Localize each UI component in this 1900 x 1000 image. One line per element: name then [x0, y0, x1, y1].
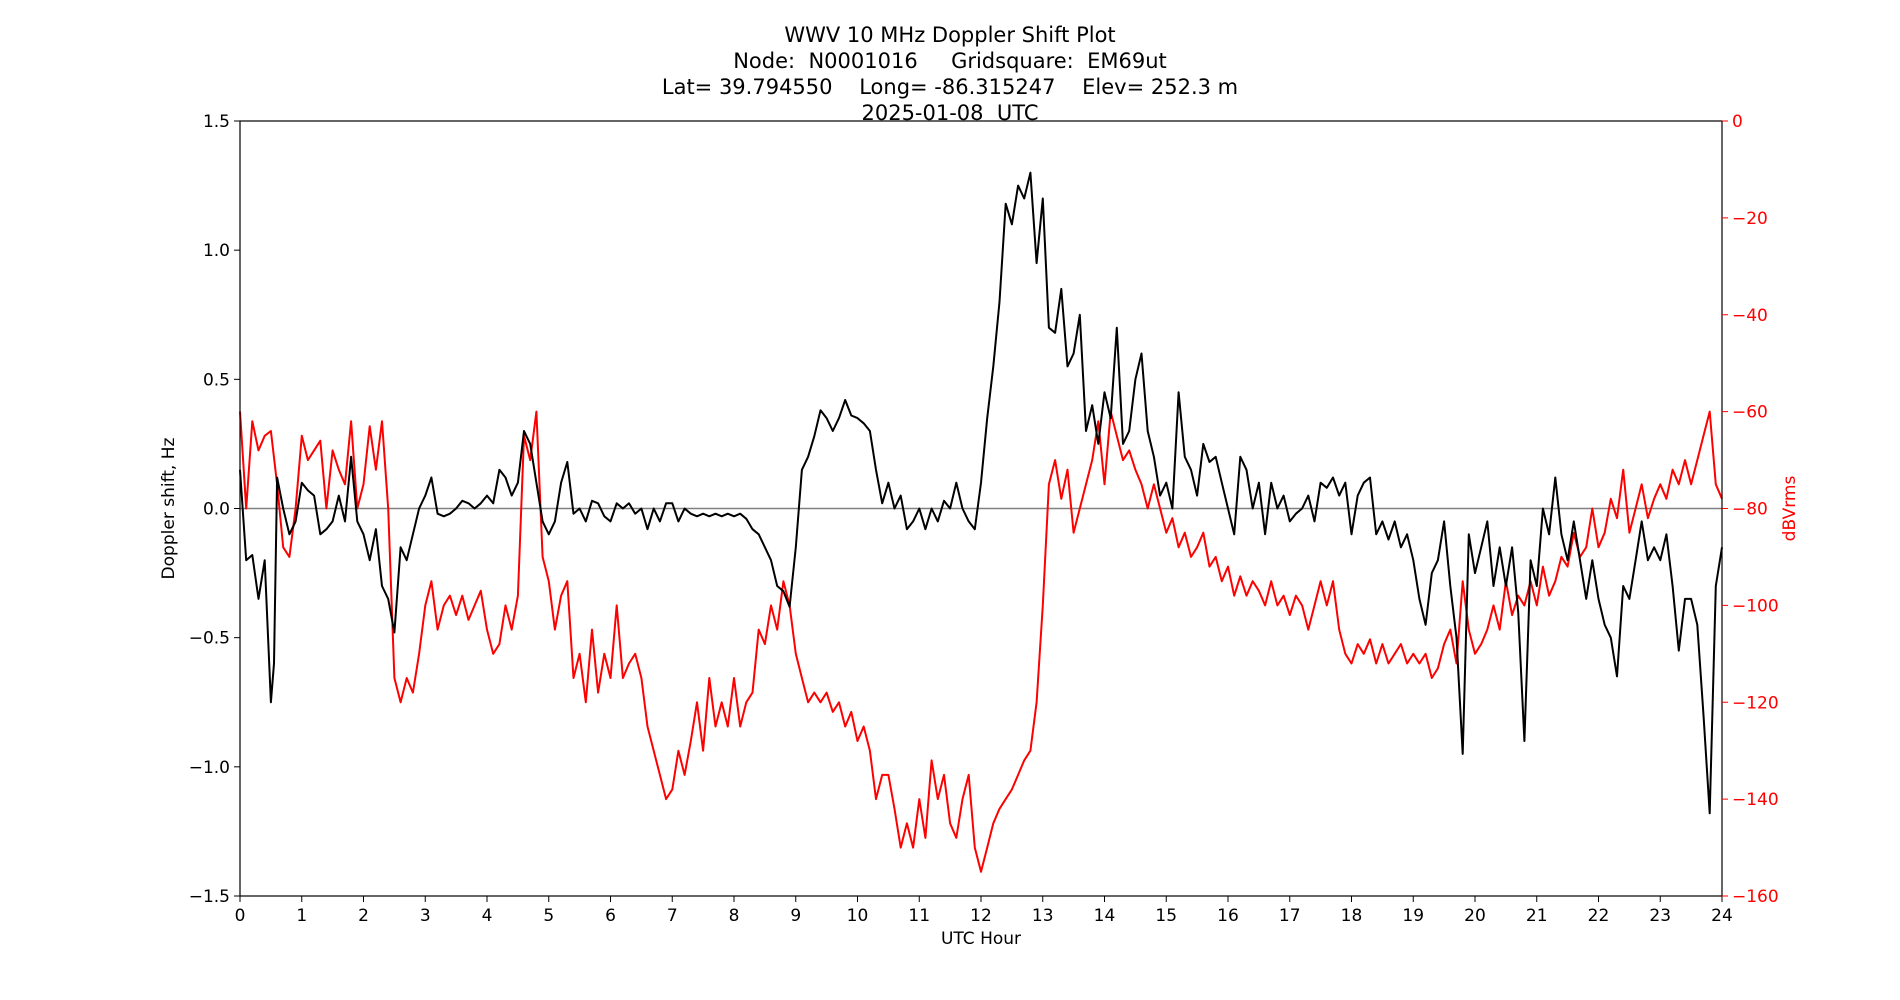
- x-tick-label: 22: [1588, 906, 1610, 926]
- power-series-line: [239, 410, 1723, 873]
- x-tick-label: 17: [1279, 906, 1301, 926]
- y-right-tick-label: −80: [1732, 500, 1768, 520]
- x-tick-label: 16: [1217, 906, 1239, 926]
- x-tick-label: 8: [729, 906, 740, 926]
- y-right-tick-label: −120: [1732, 693, 1779, 713]
- x-tick-label: 1: [296, 906, 307, 926]
- x-tick-label: 6: [605, 906, 616, 926]
- title-line-2: Node: N0001016 Gridsquare: EM69ut: [733, 49, 1167, 73]
- title-line-3: Lat= 39.794550 Long= -86.315247 Elev= 25…: [661, 75, 1239, 99]
- x-tick-label: 2: [358, 906, 369, 926]
- y-left-tick-label: 1.0: [203, 241, 230, 261]
- x-tick-label: 12: [970, 906, 992, 926]
- y-right-tick-label: −100: [1732, 596, 1779, 616]
- x-tick-label: 24: [1711, 906, 1733, 926]
- title-line-1: WWV 10 MHz Doppler Shift Plot: [784, 23, 1116, 47]
- x-tick-label: 10: [847, 906, 869, 926]
- axis-ticks: 0 1 2 3 4 5 6 7 8 9 10 11 12 13 14 15 16 17 18 19 20 21 22 23 24…: [189, 112, 1779, 926]
- y-right-tick-label: 0: [1732, 112, 1743, 132]
- x-tick-label: 0: [235, 906, 246, 926]
- y-right-tick-label: −60: [1732, 403, 1768, 423]
- x-tick-label: 5: [543, 906, 554, 926]
- doppler-series-line: [239, 171, 1723, 815]
- y-left-tick-label: −1.5: [189, 887, 230, 907]
- x-tick-label: 20: [1464, 906, 1486, 926]
- x-axis-label: UTC Hour: [941, 929, 1021, 949]
- x-tick-label: 4: [482, 906, 493, 926]
- x-tick-label: 21: [1526, 906, 1548, 926]
- plot-lines: [239, 171, 1723, 873]
- y-left-tick-label: −0.5: [189, 629, 230, 649]
- x-tick-label: 13: [1032, 906, 1054, 926]
- y-left-tick-label: 1.5: [203, 112, 230, 132]
- x-tick-label: 14: [1094, 906, 1116, 926]
- y-left-tick-label: 0.0: [203, 500, 230, 520]
- y-axis-label-right: dBVrms: [1780, 476, 1800, 542]
- y-axis-label-left: Doppler shift, Hz: [159, 437, 179, 579]
- y-right-tick-label: −140: [1732, 790, 1779, 810]
- x-tick-label: 19: [1402, 906, 1424, 926]
- y-right-tick-label: −160: [1732, 887, 1779, 907]
- x-tick-label: 18: [1341, 906, 1363, 926]
- x-tick-label: 11: [908, 906, 930, 926]
- x-tick-label: 15: [1155, 906, 1177, 926]
- y-left-tick-label: −1.0: [189, 758, 230, 778]
- x-tick-label: 9: [790, 906, 801, 926]
- x-tick-label: 3: [420, 906, 431, 926]
- x-tick-label: 7: [667, 906, 678, 926]
- x-tick-label: 23: [1649, 906, 1671, 926]
- y-right-tick-label: −20: [1732, 209, 1768, 229]
- y-left-tick-label: 0.5: [203, 370, 230, 390]
- y-right-tick-label: −40: [1732, 306, 1768, 326]
